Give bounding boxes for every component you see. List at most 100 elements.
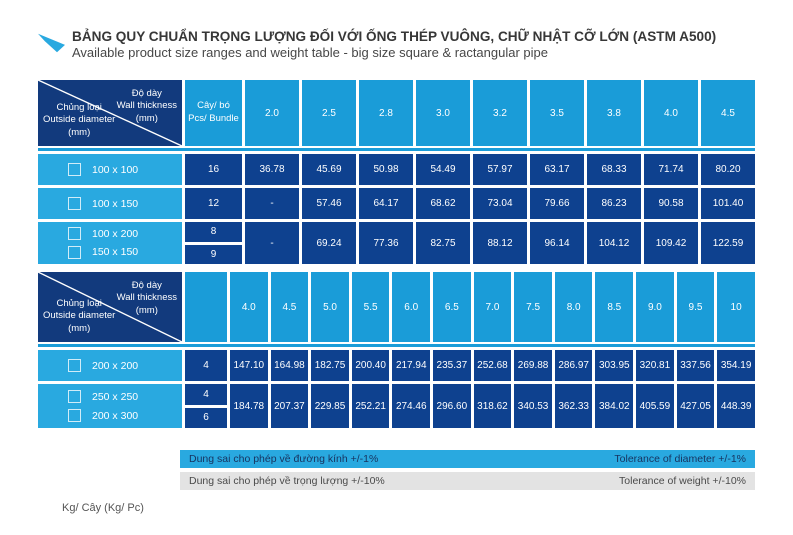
corner-top-line: (mm) (135, 112, 158, 124)
size-label: 100 x 150 (68, 197, 182, 210)
pcs-count-cell: 4 (185, 350, 227, 381)
size-label-text: 200 x 200 (92, 359, 139, 372)
weight-value-cell: 296.60 (433, 384, 471, 428)
weight-value-cell: 217.94 (392, 350, 431, 381)
weight-value-cell: 57.46 (302, 188, 356, 219)
pcs-count-cell: 6 (185, 407, 227, 428)
weight-value-cell: 68.62 (416, 188, 470, 219)
pcs-count-cell: 16 (185, 154, 242, 185)
weight-value-cell: 36.78 (245, 154, 299, 185)
weight-value-cell: 252.68 (473, 350, 512, 381)
corner-bottom-line: Chủng loại (56, 297, 102, 309)
weight-value-cell: - (245, 222, 299, 264)
thickness-header-cell: 3.5 (530, 80, 584, 146)
header-divider-strip (38, 148, 755, 151)
table-row: 100 x 150 12-57.46 64.17 68.62 73.04 79.66 86.… (38, 188, 755, 219)
thickness-header-cell: 2.0 (245, 80, 299, 146)
pcs-column: 16 (185, 154, 242, 185)
weight-value-cell: 79.66 (530, 188, 584, 219)
size-label: 200 x 300 (68, 409, 182, 422)
corner-diagonal-line (38, 80, 182, 146)
weight-value-cell: 54.49 (416, 154, 470, 185)
thickness-header-cell: 2.8 (359, 80, 413, 146)
weight-value-cell: 63.17 (530, 154, 584, 185)
weight-value-cell: 207.37 (270, 384, 309, 428)
size-label-cell: 100 x 150 (38, 188, 182, 219)
weight-value-cell: 427.05 (676, 384, 715, 428)
size-checkbox-icon (68, 197, 81, 210)
table-header-row: Độ dày Wall thickness (mm) Chủng loại Outsid… (38, 272, 755, 342)
weight-value-cell: 303.95 (595, 350, 634, 381)
weight-value-cell: 71.74 (644, 154, 698, 185)
table-header-row: Độ dày Wall thickness (mm) Chủng loại Outsid… (38, 80, 755, 146)
pcs-bundle-header-cell (185, 272, 227, 342)
tolerance-diameter-vi: Dung sai cho phép về đường kính +/-1% (189, 453, 379, 465)
weight-value-cell: 101.40 (701, 188, 755, 219)
size-checkbox-icon (68, 227, 81, 241)
size-label: 200 x 200 (68, 359, 182, 372)
weight-value-cell: 80.20 (701, 154, 755, 185)
thickness-header-cell: 4.5 (270, 272, 309, 342)
size-checkbox-icon (68, 163, 81, 176)
weight-value-cell: 109.42 (644, 222, 698, 264)
weight-value-cell: 68.33 (587, 154, 641, 185)
weight-value-cell: 274.46 (392, 384, 431, 428)
weight-value-cell: 337.56 (676, 350, 715, 381)
thickness-header-cell: 6.0 (392, 272, 431, 342)
weight-table-big-sizes: Độ dày Wall thickness (mm) Chủng loại Outsid… (38, 272, 755, 428)
weight-value-cell: 229.85 (311, 384, 349, 428)
table-row: 200 x 200 4 147.10 164.98 182.75 200.40 217.94… (38, 350, 755, 381)
outside-diameter-axis-label: Chủng loại Outside diameter (mm) (43, 102, 115, 139)
corner-bottom-line: Outside diameter (43, 310, 116, 322)
corner-header-cell: Độ dày Wall thickness (mm) Chủng loại Outsid… (38, 272, 182, 342)
size-label: 150 x 150 (68, 245, 182, 259)
thickness-header-cell: 4.0 (230, 272, 268, 342)
size-label: 100 x 200 (68, 227, 182, 241)
thickness-header-cell: 10 (717, 272, 755, 342)
table-row: 250 x 250 200 x 300 4 6 184.78 207.37 229.85 25… (38, 384, 755, 428)
pcs-count-cell: 8 (185, 222, 242, 242)
unit-note: Kg/ Cây (Kg/ Pc) (62, 502, 144, 514)
weight-value-cell: 77.36 (359, 222, 413, 264)
weight-value-cell: 147.10 (230, 350, 268, 381)
weight-value-cell: 164.98 (270, 350, 309, 381)
corner-top-line: (mm) (135, 304, 158, 316)
thickness-header-cell: 5.5 (351, 272, 390, 342)
corner-top-line: Wall thickness (116, 292, 177, 304)
size-checkbox-icon (68, 390, 81, 403)
weight-value-cell: 318.62 (473, 384, 512, 428)
tolerance-weight-en: Tolerance of weight +/-10% (619, 475, 746, 487)
weight-value-cell: 88.12 (473, 222, 527, 264)
weight-value-cell: 50.98 (359, 154, 413, 185)
tolerance-diameter-en: Tolerance of diameter +/-1% (614, 453, 746, 465)
weight-value-cell: 96.14 (530, 222, 584, 264)
tolerance-weight-bar: Dung sai cho phép về trọng lượng +/-10% … (180, 472, 755, 490)
weight-value-cell: 184.78 (230, 384, 268, 428)
pcs-bundle-header-cell: Cây/ bó Pcs/ Bundle (185, 80, 242, 146)
weight-value-cell: 384.02 (595, 384, 634, 428)
weight-table-small-sizes: Độ dày Wall thickness (mm) Chủng loại Outsid… (38, 80, 755, 264)
size-label-text: 100 x 200 (92, 227, 139, 240)
weight-value-cell: 57.97 (473, 154, 527, 185)
pcs-column: 12 (185, 188, 242, 219)
weight-value-cell: 200.40 (351, 350, 390, 381)
weight-value-cell: 235.37 (433, 350, 471, 381)
size-label-text: 200 x 300 (92, 409, 139, 422)
thickness-header-cell: 8.0 (554, 272, 593, 342)
thickness-header-cell: 3.2 (473, 80, 527, 146)
size-label-text: 100 x 100 (92, 163, 139, 176)
weight-value-cell: 122.59 (701, 222, 755, 264)
tolerance-weight-vi: Dung sai cho phép về trọng lượng +/-10% (189, 475, 385, 487)
tolerance-diameter-bar: Dung sai cho phép về đường kính +/-1% To… (180, 450, 755, 468)
thickness-header-cell: 4.5 (701, 80, 755, 146)
pcs-column: 4 (185, 350, 227, 381)
weight-value-cell: 269.88 (514, 350, 552, 381)
brand-swoosh-logo (38, 33, 65, 53)
size-checkbox-icon (68, 245, 81, 259)
weight-value-cell: 448.39 (717, 384, 755, 428)
size-checkbox-icon (68, 409, 81, 422)
header-divider-strip (38, 344, 755, 347)
thickness-header-cell: 5.0 (311, 272, 349, 342)
